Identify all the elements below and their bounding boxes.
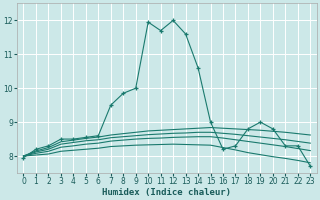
X-axis label: Humidex (Indice chaleur): Humidex (Indice chaleur) <box>102 188 231 197</box>
